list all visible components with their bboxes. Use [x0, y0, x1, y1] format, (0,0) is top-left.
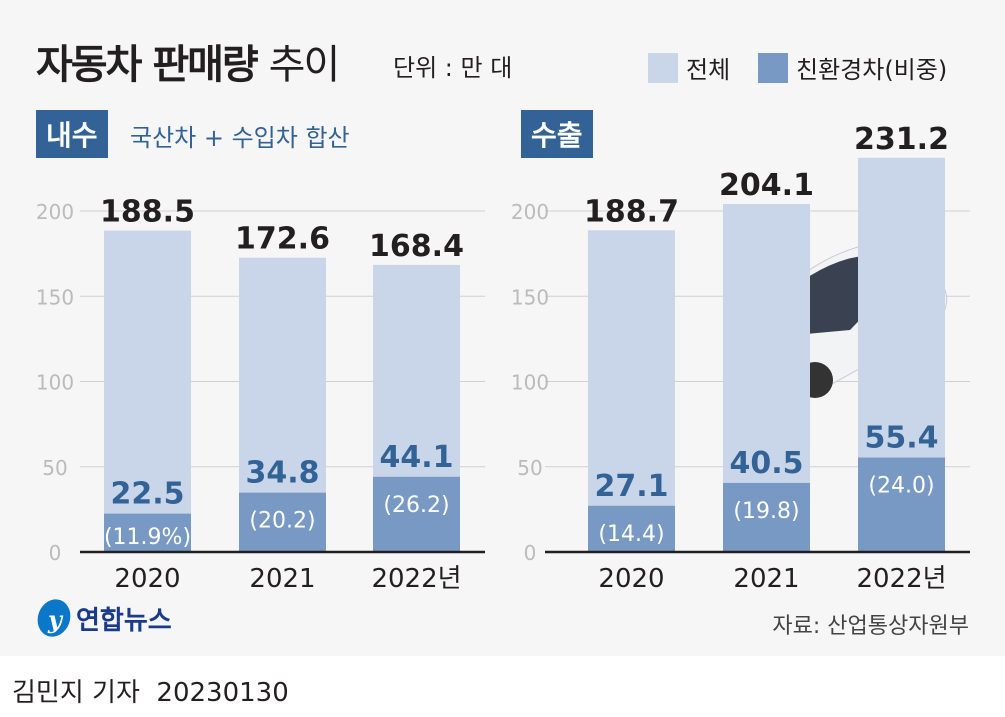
y-tick-label: 150 — [36, 285, 74, 309]
x-tick-label: 2021 — [733, 564, 799, 594]
unit-label: 단위 : 만 대 — [393, 54, 513, 82]
eco-value-label: 55.4 — [864, 421, 938, 456]
byline-date: 20230130 — [156, 678, 289, 708]
page-title: 자동차 판매량 추이 — [36, 32, 341, 90]
x-tick-label: 2022년 — [856, 564, 946, 594]
domestic-tag: 내수 — [36, 110, 108, 158]
total-value-label: 188.7 — [584, 194, 679, 229]
bar-eco — [373, 476, 460, 552]
byline: 김민지 기자 20230130 — [12, 672, 289, 709]
bar-eco — [858, 457, 945, 552]
svg-text:y: y — [47, 605, 64, 634]
eco-share-label: (26.2) — [383, 493, 449, 518]
source-note: 자료: 산업통상자원부 — [772, 614, 969, 639]
bar-total — [104, 230, 191, 553]
legend-swatch — [758, 52, 788, 83]
y-tick-label: 0 — [524, 541, 537, 565]
legend-swatch — [648, 52, 678, 83]
legend-label: 친환경차(비중) — [796, 56, 948, 84]
eco-value-label: 44.1 — [379, 440, 453, 475]
y-tick-label: 50 — [517, 456, 542, 480]
total-value-label: 204.1 — [719, 168, 814, 203]
x-tick-label: 2020 — [114, 564, 180, 594]
bar-eco — [588, 505, 675, 552]
bar-total — [588, 230, 675, 553]
eco-value-label: 40.5 — [729, 446, 803, 481]
y-tick-label: 150 — [511, 285, 549, 309]
y-tick-label: 50 — [42, 456, 67, 480]
title-light: 추이 — [268, 42, 341, 88]
logo-text: 연합뉴스 — [76, 605, 172, 636]
total-value-label: 168.4 — [369, 229, 464, 264]
eco-share-label: (14.4) — [598, 522, 664, 547]
legend-label: 전체 — [686, 56, 731, 84]
bar-eco — [239, 492, 326, 552]
x-tick-label: 2021 — [249, 564, 315, 594]
byline-author: 김민지 기자 — [12, 678, 140, 708]
x-tick-label: 2020 — [598, 564, 664, 594]
title-bold: 자동차 판매량 — [36, 42, 259, 88]
yonhap-logo-icon: y — [37, 599, 71, 637]
eco-value-label: 34.8 — [245, 456, 319, 491]
export-tag: 수출 — [521, 110, 593, 158]
legend-eco: 친환경차(비중) — [758, 50, 947, 85]
y-tick-label: 200 — [511, 200, 549, 224]
total-value-label: 172.6 — [235, 222, 330, 257]
x-tick-label: 2022년 — [371, 564, 461, 594]
legend-total: 전체 — [648, 50, 730, 85]
y-tick-label: 100 — [511, 371, 549, 395]
eco-share-label: (20.2) — [249, 509, 315, 534]
charts: 0 50 100 150 200 188.5 22.5 (11.9%) 2020 172.6 34.… — [36, 122, 970, 594]
bar-eco — [723, 482, 810, 552]
total-value-label: 188.5 — [100, 195, 195, 230]
y-tick-label: 100 — [36, 371, 74, 395]
eco-share-label: (19.8) — [733, 499, 799, 524]
total-value-label: 231.2 — [854, 122, 949, 157]
yonhap-logo: y 연합뉴스 — [36, 598, 172, 638]
eco-share-label: (11.9%) — [104, 525, 191, 550]
eco-value-label: 27.1 — [594, 469, 668, 504]
eco-value-label: 22.5 — [110, 477, 184, 512]
bar-eco — [104, 513, 191, 552]
y-tick-label: 0 — [49, 541, 62, 565]
y-tick-label: 200 — [36, 200, 74, 224]
eco-share-label: (24.0) — [868, 474, 934, 499]
domestic-subtitle: 국산차 + 수입차 합산 — [130, 124, 350, 152]
